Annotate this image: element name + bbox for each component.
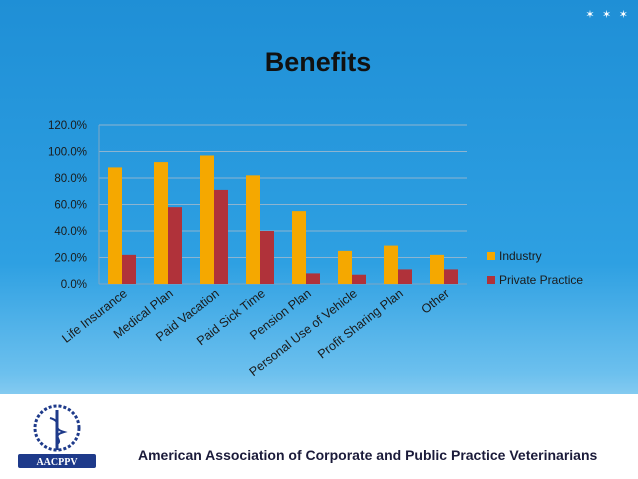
y-tick-label: 40.0%	[54, 226, 87, 238]
legend-label-private-practice: Private Practice	[499, 273, 583, 287]
bar-industry	[154, 162, 168, 284]
bar-private-practice	[260, 231, 274, 284]
x-category-label: Profit Sharing Plan	[315, 286, 406, 361]
bar-private-practice	[306, 273, 320, 284]
bar-industry	[430, 254, 444, 284]
y-tick-label: 100.0%	[48, 147, 87, 159]
organization-name: American Association of Corporate and Pu…	[138, 447, 598, 463]
bar-private-practice	[214, 189, 228, 284]
aacppv-logo: AACPPV	[14, 402, 100, 474]
svg-text:AACPPV: AACPPV	[36, 457, 78, 468]
bar-industry	[384, 245, 398, 284]
bar-private-practice	[398, 269, 412, 284]
bar-industry	[338, 250, 352, 284]
bar-private-practice	[352, 274, 366, 284]
bar-industry	[246, 175, 260, 284]
bars	[108, 155, 458, 284]
bar-industry	[108, 167, 122, 284]
bar-industry	[292, 211, 306, 284]
legend: Industry Private Practice	[487, 249, 583, 287]
y-tick-label: 0.0%	[61, 279, 87, 291]
chart-title: Benefits	[265, 47, 372, 77]
bar-private-practice	[444, 269, 458, 284]
bar-industry	[200, 155, 214, 284]
footer-bar: AACPPV American Association of Corporate…	[0, 394, 638, 479]
y-axis-ticks: 0.0% 20.0% 40.0% 60.0% 80.0% 100.0% 120.0%	[48, 120, 87, 291]
y-tick-label: 60.0%	[54, 200, 87, 212]
y-tick-label: 80.0%	[54, 173, 87, 185]
benefits-chart: Benefits 0.0% 20.0% 40.0% 60.0% 80.0% 100.0% 1…	[48, 47, 583, 379]
x-category-label: Other	[419, 286, 452, 316]
legend-swatch-private-practice	[487, 276, 495, 284]
legend-label-industry: Industry	[499, 249, 542, 263]
y-tick-label: 120.0%	[48, 120, 87, 132]
decorative-stars: ✶ ✶ ✶	[585, 8, 630, 21]
bar-private-practice	[168, 207, 182, 284]
bar-private-practice	[122, 254, 136, 284]
y-tick-label: 20.0%	[54, 253, 87, 265]
legend-swatch-industry	[487, 252, 495, 260]
